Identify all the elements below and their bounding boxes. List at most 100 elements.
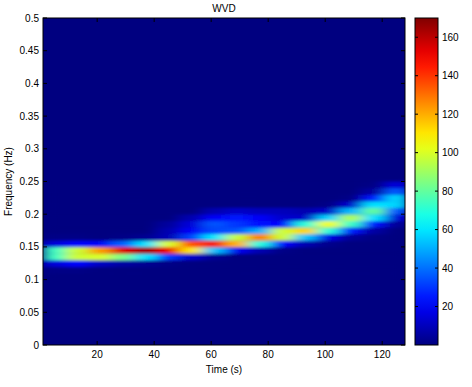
cell: [271, 227, 294, 234]
cell: [362, 234, 385, 241]
y-tick-label: 0.4: [25, 78, 39, 89]
cell: [203, 240, 226, 247]
cell: [180, 214, 203, 221]
cell: [89, 221, 112, 228]
y-tick-right: [401, 345, 405, 346]
cell: [203, 188, 226, 195]
cell: [317, 188, 340, 195]
y-tick-right: [401, 83, 405, 84]
cell: [271, 221, 294, 228]
cell: [294, 234, 317, 241]
cell: [66, 188, 89, 195]
cell: [180, 188, 203, 195]
cell: [134, 253, 157, 260]
cell: [111, 201, 134, 208]
cell: [43, 214, 66, 221]
cell: [66, 214, 89, 221]
colorbar-tick: [435, 268, 438, 269]
y-tick-right: [401, 148, 405, 149]
cell: [339, 234, 362, 241]
cell: [89, 195, 112, 202]
cell: [385, 260, 405, 267]
cell: [43, 253, 66, 260]
y-tick: [43, 83, 47, 84]
cell: [203, 247, 226, 254]
colorbar-tick-label: 120: [442, 109, 459, 120]
cell: [294, 267, 317, 274]
cell: [317, 227, 340, 234]
cell: [134, 227, 157, 234]
cell: [271, 267, 294, 274]
colorbar-tick: [435, 114, 438, 115]
cell: [294, 240, 317, 247]
cell: [225, 221, 248, 228]
cell: [89, 247, 112, 254]
cell: [111, 221, 134, 228]
cell: [111, 188, 134, 195]
cell: [203, 227, 226, 234]
cell: [248, 253, 271, 260]
cells: [43, 182, 405, 280]
y-tick-right: [401, 18, 405, 19]
cell: [157, 253, 180, 260]
colorbar-tick: [415, 114, 418, 115]
cell: [317, 253, 340, 260]
x-tick-label: 20: [92, 349, 104, 360]
cell: [203, 208, 226, 215]
cell: [317, 214, 340, 221]
cell: [225, 260, 248, 267]
title: WVD: [212, 3, 235, 14]
cell: [385, 273, 405, 280]
cell: [111, 208, 134, 215]
cell: [157, 240, 180, 247]
cell: [203, 201, 226, 208]
y-tick: [43, 18, 47, 19]
colorbar-frame: [415, 18, 438, 345]
colorbar-tick: [415, 268, 418, 269]
cell: [225, 208, 248, 215]
cell: [225, 182, 248, 189]
cell: [134, 260, 157, 267]
cell: [271, 247, 294, 254]
cell: [271, 234, 294, 241]
cell: [180, 195, 203, 202]
cell: [134, 188, 157, 195]
cell: [111, 267, 134, 274]
cell: [89, 201, 112, 208]
x-tick-top: [268, 18, 269, 22]
cell: [294, 227, 317, 234]
y-tick-label: 0.5: [25, 13, 39, 24]
x-tick-top: [325, 18, 326, 22]
x-tick-label: 100: [317, 349, 334, 360]
y-tick: [43, 50, 47, 51]
cell: [203, 234, 226, 241]
cell: [362, 253, 385, 260]
colorbar-tick-label: 60: [442, 224, 454, 235]
cell: [180, 221, 203, 228]
cell: [271, 240, 294, 247]
cell: [66, 273, 89, 280]
cell: [157, 267, 180, 274]
colorbar-tick: [435, 191, 438, 192]
cell: [89, 188, 112, 195]
cell: [66, 234, 89, 241]
cell: [134, 208, 157, 215]
x-tick: [268, 341, 269, 345]
cell: [89, 182, 112, 189]
cell: [180, 227, 203, 234]
cell: [66, 201, 89, 208]
cell: [362, 260, 385, 267]
cell: [248, 267, 271, 274]
cell: [294, 247, 317, 254]
cell: [180, 182, 203, 189]
cell: [362, 208, 385, 215]
cell: [134, 234, 157, 241]
colorbar-tick-label: 40: [442, 263, 454, 274]
cell: [385, 182, 405, 189]
cell: [248, 247, 271, 254]
cell: [180, 267, 203, 274]
cell: [157, 273, 180, 280]
cell: [294, 260, 317, 267]
cell: [248, 195, 271, 202]
y-tick-label: 0.1: [25, 274, 39, 285]
